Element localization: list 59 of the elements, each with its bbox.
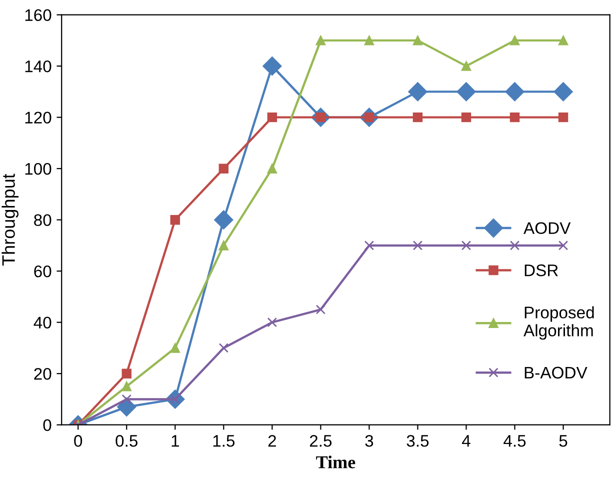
point	[267, 112, 278, 122]
point	[218, 343, 229, 353]
point	[214, 210, 234, 230]
point	[412, 112, 423, 122]
x-tick-label: 4.5	[504, 435, 526, 447]
point	[122, 368, 132, 378]
point	[408, 82, 428, 102]
point	[364, 36, 374, 46]
x-tick-label: 3.5	[406, 435, 429, 447]
y-tick-label: 80	[34, 214, 52, 226]
point	[218, 240, 229, 250]
point	[267, 317, 278, 328]
legend-label: AODV	[524, 222, 571, 234]
point	[170, 343, 180, 353]
point	[218, 164, 229, 174]
y-tick-label: 60	[34, 265, 52, 278]
point	[510, 112, 520, 122]
point	[364, 240, 374, 250]
x-tick-label: 1.5	[213, 435, 235, 447]
y-tick-label: 120	[25, 112, 52, 124]
y-tick-label: 160	[25, 9, 52, 22]
point	[558, 240, 568, 250]
point	[505, 82, 524, 102]
point	[461, 112, 472, 122]
legend-label: DSR	[524, 264, 558, 276]
point	[316, 36, 326, 46]
point	[262, 56, 282, 76]
x-tick-label: 3	[365, 435, 374, 447]
point	[456, 82, 476, 102]
point	[461, 61, 472, 71]
point	[170, 214, 180, 225]
y-tick-label: 20	[34, 368, 52, 380]
point	[510, 36, 520, 46]
x-tick-label: 0.5	[116, 435, 138, 447]
point	[122, 394, 132, 404]
legend-label: Proposed Algorithm	[524, 306, 594, 340]
y-tick-label: 0	[43, 419, 52, 432]
x-tick-label: 2	[268, 435, 276, 447]
point	[412, 240, 423, 250]
y-tick-label: 100	[25, 162, 52, 175]
point	[558, 112, 568, 122]
point	[122, 382, 132, 392]
x-axis-title: Time	[316, 456, 356, 468]
y-tick-label: 140	[25, 60, 52, 72]
legend-label: B-AODV	[524, 366, 588, 379]
point	[461, 240, 472, 250]
x-tick-label: 2.5	[310, 435, 332, 447]
x-tick-label: 1	[172, 435, 179, 447]
x-tick-label: 4	[462, 435, 470, 447]
y-axis-title: Throughput	[2, 174, 19, 266]
x-tick-label: 0	[74, 435, 82, 447]
point	[316, 304, 326, 314]
y-tick-label: 40	[34, 316, 52, 329]
point	[554, 82, 573, 102]
point	[558, 36, 568, 46]
x-tick-label: 5	[559, 435, 568, 447]
point	[267, 164, 278, 174]
point	[510, 240, 520, 250]
point	[412, 36, 423, 46]
